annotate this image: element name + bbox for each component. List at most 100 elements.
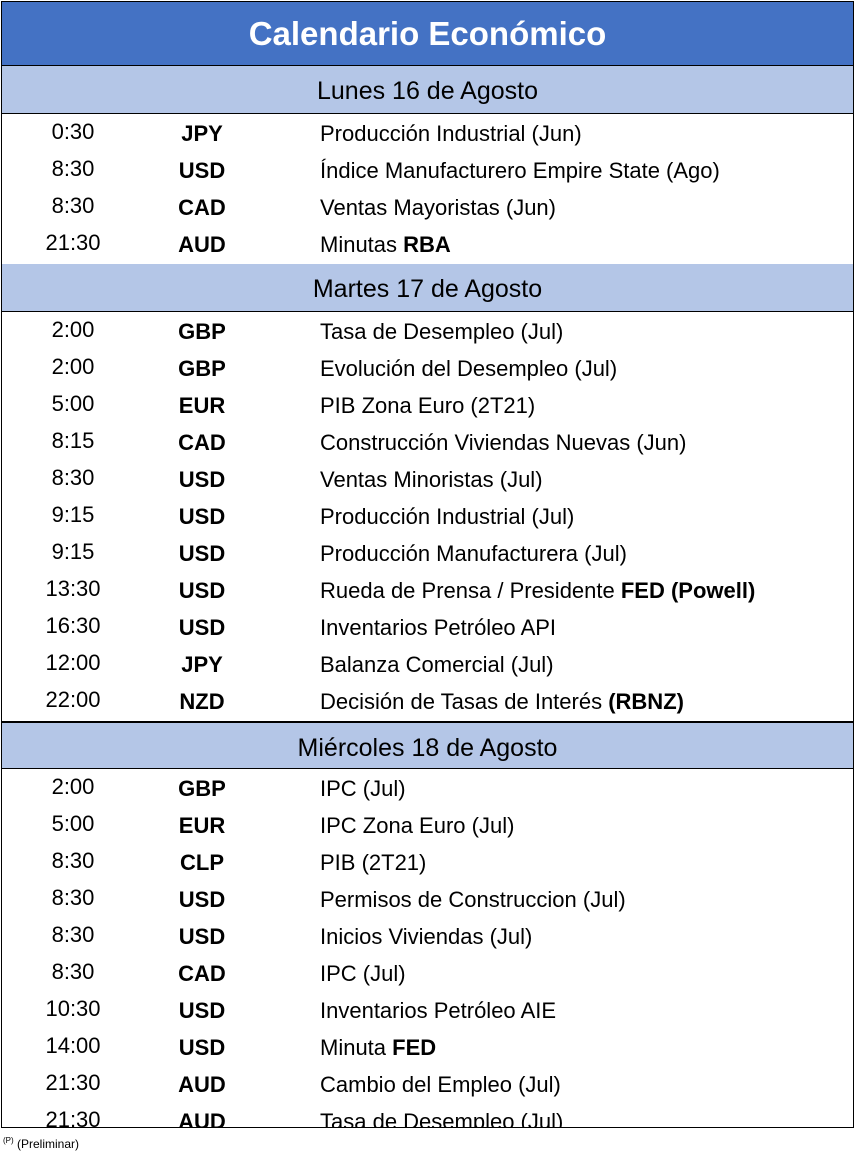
event-time: 8:30	[51, 848, 95, 873]
event-currency: USD	[178, 578, 226, 603]
event-text-bold: (RBNZ)	[608, 689, 684, 714]
event-row: 8:30 USD Inicios Viviendas (Jul)	[2, 919, 853, 956]
event-row: 2:00 GBP Evolución del Desempleo (Jul)	[2, 351, 853, 388]
event-description: Ventas Mayoristas (Jun)	[320, 195, 556, 221]
event-currency: GBP	[178, 356, 226, 381]
event-text: Inventarios Petróleo API	[320, 615, 557, 640]
event-row: 2:00 GBP Tasa de Desempleo (Jul)	[2, 314, 853, 351]
event-list: 2:00 GBP Tasa de Desempleo (Jul) 2:00 GBP Evo…	[2, 312, 853, 721]
event-description: Tasa de Desempleo (Jul)	[320, 319, 563, 345]
event-time: 12:00	[45, 650, 101, 675]
event-text: Cambio del Empleo (Jul)	[320, 1072, 561, 1097]
event-description: Rueda de Prensa / Presidente FED (Powell…	[320, 578, 755, 604]
event-currency: JPY	[181, 652, 223, 677]
event-time: 8:30	[51, 193, 95, 218]
event-row: 8:30 USD Índice Manufacturero Empire State…	[2, 153, 853, 190]
event-text: Ventas Mayoristas (Jun)	[320, 195, 556, 220]
event-description: Tasa de Desempleo (Jul)	[320, 1109, 563, 1127]
day-header: Martes 17 de Agosto	[2, 264, 853, 312]
event-time: 8:30	[51, 156, 95, 181]
event-currency: AUD	[178, 1109, 226, 1128]
event-currency: USD	[178, 998, 226, 1023]
event-text: Minuta	[320, 1035, 393, 1060]
event-text: Producción Industrial (Jul)	[320, 504, 575, 529]
event-currency: CAD	[178, 961, 226, 986]
event-text: Minutas	[320, 232, 404, 257]
event-text: Balanza Comercial (Jul)	[320, 652, 554, 677]
event-description: IPC (Jul)	[320, 961, 406, 987]
event-text: Producción Industrial (Jun)	[320, 121, 582, 146]
event-currency: USD	[178, 541, 226, 566]
event-currency: USD	[178, 615, 226, 640]
event-text-bold: RBA	[403, 232, 451, 257]
event-list: 2:00 GBP IPC (Jul) 5:00 EUR IPC Zona Euro (Ju…	[2, 769, 853, 1128]
event-time: 5:00	[51, 811, 95, 836]
event-text: Permisos de Construccion (Jul)	[320, 887, 626, 912]
economic-calendar: Calendario Económico Lunes 16 de Agosto 0…	[1, 1, 854, 1128]
event-description: Decisión de Tasas de Interés (RBNZ)	[320, 689, 684, 715]
event-row: 8:30 USD Ventas Minoristas (Jul)	[2, 462, 853, 499]
event-time: 21:30	[45, 1107, 101, 1128]
event-description: PIB Zona Euro (2T21)	[320, 393, 535, 419]
event-text: Tasa de Desempleo (Jul)	[320, 319, 564, 344]
event-time: 9:15	[51, 539, 95, 564]
calendar-body: Lunes 16 de Agosto 0:30 JPY Producción Indu…	[2, 66, 853, 1128]
event-row: 13:30 USD Rueda de Prensa / Presidente FED…	[2, 573, 853, 610]
event-time: 16:30	[45, 613, 101, 638]
event-text: Rueda de Prensa / Presidente	[320, 578, 621, 603]
event-time: 8:30	[51, 885, 95, 910]
event-row: 8:15 CAD Construcción Viviendas Nuevas (Ju…	[2, 425, 853, 462]
event-currency: EUR	[178, 813, 226, 838]
event-currency: USD	[178, 887, 226, 912]
event-text: IPC (Jul)	[320, 961, 406, 986]
event-time: 21:30	[45, 1070, 101, 1095]
event-row: 16:30 USD Inventarios Petróleo API	[2, 610, 853, 647]
event-row: 14:00 USD Minuta FED	[2, 1030, 853, 1067]
event-description: PIB (2T21)	[320, 850, 426, 876]
event-time: 0:30	[51, 119, 95, 144]
event-list: 0:30 JPY Producción Industrial (Jun) 8:30 US…	[2, 114, 853, 264]
event-currency: USD	[178, 504, 226, 529]
event-currency: USD	[178, 158, 226, 183]
event-text: Producción Manufacturera (Jul)	[320, 541, 627, 566]
event-text: IPC Zona Euro (Jul)	[320, 813, 515, 838]
event-row: 21:30 AUD Minutas RBA	[2, 227, 853, 264]
event-time: 8:30	[51, 922, 95, 947]
page-title: Calendario Económico	[2, 2, 853, 66]
event-text: Inventarios Petróleo AIE	[320, 998, 557, 1023]
event-description: Ventas Minoristas (Jul)	[320, 467, 543, 493]
event-time: 8:30	[51, 465, 95, 490]
event-text: Decisión de Tasas de Interés	[320, 689, 609, 714]
event-currency: AUD	[178, 232, 226, 257]
event-time: 14:00	[45, 1033, 101, 1058]
event-time: 2:00	[51, 774, 95, 799]
event-description: Balanza Comercial (Jul)	[320, 652, 554, 678]
event-currency: CLP	[180, 850, 224, 875]
event-description: Construcción Viviendas Nuevas (Jun)	[320, 430, 686, 456]
event-currency: EUR	[178, 393, 226, 418]
event-description: Producción Industrial (Jul)	[320, 504, 574, 530]
event-description: IPC Zona Euro (Jul)	[320, 813, 514, 839]
event-text: Índice Manufacturero Empire State (Ago)	[320, 158, 720, 183]
event-description: IPC (Jul)	[320, 776, 406, 802]
event-description: Cambio del Empleo (Jul)	[320, 1072, 561, 1098]
event-currency: USD	[178, 924, 226, 949]
event-description: Producción Manufacturera (Jul)	[320, 541, 627, 567]
event-text-bold: FED (Powell)	[620, 578, 756, 603]
footnote-mark: (P)	[3, 1136, 14, 1145]
event-row: 8:30 CAD Ventas Mayoristas (Jun)	[2, 190, 853, 227]
event-row: 5:00 EUR PIB Zona Euro (2T21)	[2, 388, 853, 425]
event-text: PIB Zona Euro (2T21)	[320, 393, 536, 418]
event-time: 22:00	[45, 687, 101, 712]
event-description: Índice Manufacturero Empire State (Ago)	[320, 158, 720, 184]
event-time: 9:15	[51, 502, 95, 527]
event-description: Producción Industrial (Jun)	[320, 121, 582, 147]
day-header: Lunes 16 de Agosto	[2, 66, 853, 114]
event-currency: GBP	[178, 319, 226, 344]
event-row: 0:30 JPY Producción Industrial (Jun)	[2, 116, 853, 153]
footnote-text: (Preliminar)	[17, 1137, 80, 1151]
event-row: 9:15 USD Producción Industrial (Jul)	[2, 499, 853, 536]
event-description: Evolución del Desempleo (Jul)	[320, 356, 617, 382]
event-currency: NZD	[179, 689, 225, 714]
event-row: 2:00 GBP IPC (Jul)	[2, 771, 853, 808]
